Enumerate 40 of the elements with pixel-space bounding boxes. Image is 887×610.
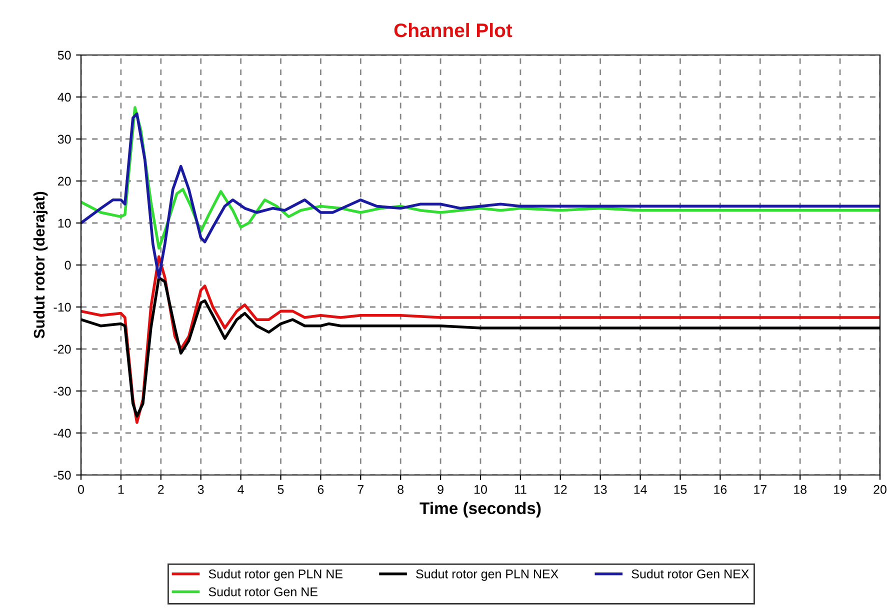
y-tick-label: -30 [54, 386, 71, 396]
x-tick-label: 7 [358, 485, 364, 494]
y-tick-label: 40 [58, 92, 71, 102]
x-tick-label: 10 [474, 485, 487, 494]
y-tick-label: -50 [54, 470, 71, 480]
x-tick-label: 3 [198, 485, 204, 494]
x-tick-label: 11 [514, 485, 526, 494]
x-tick-label: 2 [158, 485, 164, 494]
x-tick-label: 14 [634, 485, 647, 494]
x-tick-label: 15 [674, 485, 687, 494]
y-tick-label: -40 [54, 428, 71, 438]
x-tick-label: 4 [238, 485, 244, 494]
y-tick-label: -10 [54, 302, 71, 312]
x-tick-label: 0 [78, 485, 84, 494]
y-tick-label: 30 [58, 134, 71, 144]
y-axis-title: Sudut rotor (derajat) [33, 192, 48, 338]
legend-label: Sudut rotor Gen NE [208, 587, 318, 596]
x-tick-label: 19 [834, 485, 846, 494]
y-tick-label: -20 [54, 344, 71, 354]
x-tick-label: 5 [278, 485, 284, 494]
x-axis-title: Time (seconds) [420, 502, 541, 518]
x-tick-label: 8 [398, 485, 404, 494]
line-series [81, 112, 880, 279]
x-tick-label: 1 [118, 485, 124, 494]
y-tick-label: 10 [58, 218, 71, 228]
x-tick-label: 17 [754, 485, 766, 494]
legend-label: Sudut rotor gen PLN NE [208, 569, 342, 581]
x-tick-label: 13 [594, 485, 607, 494]
chart-title: Channel Plot [394, 22, 512, 38]
x-tick-label: 18 [794, 485, 807, 494]
legend-label: Sudut rotor Gen NEX [632, 569, 749, 578]
x-tick-label: 9 [438, 485, 444, 494]
y-tick-label: 0 [64, 260, 71, 270]
y-tick-label: 20 [58, 176, 71, 186]
x-tick-label: 16 [714, 485, 727, 494]
x-tick-label: 20 [874, 485, 886, 494]
legend-label: Sudut rotor gen PLN NEX [416, 569, 558, 581]
y-tick-label: 50 [58, 50, 71, 60]
x-tick-label: 12 [554, 485, 567, 494]
x-tick-label: 6 [318, 485, 324, 494]
